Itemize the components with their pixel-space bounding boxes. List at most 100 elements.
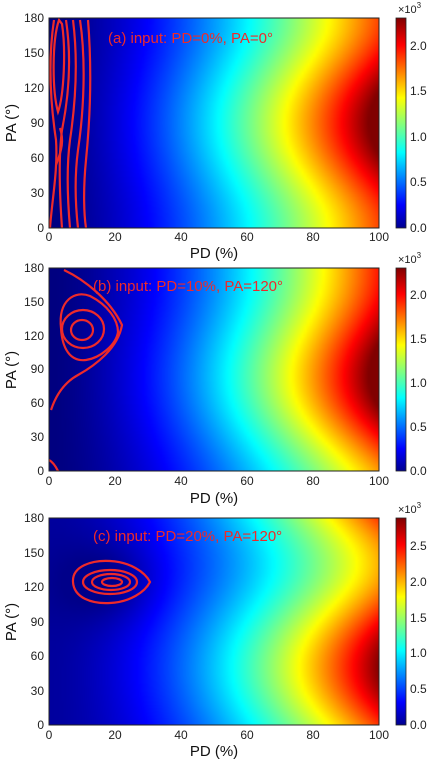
y-tick-b-150: 150 — [24, 295, 44, 309]
heatmap-a — [49, 18, 379, 228]
plot-frame-b — [48, 267, 380, 472]
annotation-c: (c) input: PD=20%, PA=120° — [93, 528, 282, 545]
y-tick-a-90: 90 — [31, 116, 45, 130]
y-tick-b-30: 30 — [31, 430, 45, 444]
colorbar-bar-a — [395, 17, 407, 229]
x-axis-a: 0 20 40 60 80 100 PD (%) — [46, 230, 390, 262]
x-axis-b: 0 20 40 60 80 100 PD (%) — [46, 474, 390, 507]
cb-tick-b-1: 0.5 — [410, 420, 427, 434]
contour-a-7 — [54, 127, 64, 166]
colorbar-bar-c — [395, 517, 407, 726]
cb-tick-b-4: 2.0 — [410, 288, 427, 302]
cb-tick-c-0: 0.0 — [410, 718, 427, 732]
x-tick-c-60: 60 — [240, 728, 254, 742]
cb-tick-b-3: 1.5 — [410, 332, 427, 346]
y-axis-label-b: PA (°) — [3, 351, 20, 389]
heatmap-image-c — [49, 518, 379, 725]
panel-c: (c) input: PD=20%, PA=120° 0 20 40 60 80… — [3, 501, 427, 760]
plot-frame-c — [48, 517, 380, 726]
y-tick-b-90: 90 — [31, 362, 45, 376]
x-tick-b-20: 20 — [108, 474, 122, 488]
y-axis-c: 0 30 60 90 120 150 180 PA (°) — [3, 511, 44, 732]
cb-tick-a-1: 0.5 — [410, 175, 427, 189]
y-axis-a: 0 30 60 90 120 150 180 PA (°) — [3, 11, 44, 235]
colorbar-b: 0.0 0.5 1.0 1.5 2.0 ×103 — [395, 251, 427, 478]
x-axis-label-c: PD (%) — [190, 743, 238, 760]
cb-tick-c-4: 2.0 — [410, 575, 427, 589]
contour-a-3 — [58, 19, 71, 228]
y-tick-c-180: 180 — [24, 511, 44, 525]
y-tick-a-150: 150 — [24, 46, 44, 60]
y-tick-a-120: 120 — [24, 81, 44, 95]
x-tick-b-0: 0 — [46, 474, 53, 488]
x-tick-b-60: 60 — [240, 474, 254, 488]
cb-tick-a-4: 2.0 — [410, 39, 427, 53]
contour-b-5 — [49, 459, 59, 471]
contours-a — [49, 18, 92, 228]
heatmap-image-a — [49, 18, 379, 228]
contour-c-4 — [71, 559, 152, 605]
y-tick-b-60: 60 — [31, 396, 45, 410]
x-tick-c-0: 0 — [46, 728, 53, 742]
y-axis-label-c: PA (°) — [3, 603, 20, 641]
cb-tick-a-2: 1.0 — [410, 130, 427, 144]
x-tick-c-40: 40 — [174, 728, 188, 742]
colorbar-c: 0.0 0.5 1.0 1.5 2.0 2.5 ×103 — [395, 501, 427, 732]
contour-a-5 — [74, 19, 85, 228]
y-tick-b-180: 180 — [24, 261, 44, 275]
y-tick-a-60: 60 — [31, 151, 45, 165]
cb-tick-c-5: 2.5 — [410, 539, 427, 553]
cb-tick-c-1: 0.5 — [410, 682, 427, 696]
y-tick-c-30: 30 — [31, 684, 45, 698]
y-axis-label-a: PA (°) — [3, 104, 20, 142]
x-axis-c: 0 20 40 60 80 100 PD (%) — [46, 728, 390, 760]
panel-b: (b) input: PD=10%, PA=120° 0 20 40 60 80… — [3, 251, 427, 507]
colorbar-bar-b — [395, 267, 407, 472]
x-tick-a-60: 60 — [240, 230, 254, 244]
y-axis-b: 0 30 60 90 120 150 180 PA (°) — [3, 261, 44, 478]
contours-b — [49, 269, 124, 471]
heatmap-c — [49, 518, 379, 725]
x-tick-b-100: 100 — [369, 474, 389, 488]
y-tick-a-30: 30 — [31, 186, 45, 200]
panel-a: (a) input: PD=0%, PA=0° 0 20 40 60 80 10… — [3, 1, 427, 262]
x-axis-label-a: PD (%) — [190, 245, 238, 262]
y-tick-c-90: 90 — [31, 615, 45, 629]
annotation-b: (b) input: PD=10%, PA=120° — [93, 278, 283, 295]
contour-c-2 — [90, 572, 132, 592]
annotation-a: (a) input: PD=0%, PA=0° — [108, 30, 273, 47]
x-tick-a-40: 40 — [174, 230, 188, 244]
cb-tick-c-2: 1.0 — [410, 646, 427, 660]
contour-b-4 — [49, 269, 124, 411]
x-tick-a-20: 20 — [108, 230, 122, 244]
contours-c — [71, 559, 152, 605]
x-axis-label-b: PD (%) — [190, 490, 238, 507]
cb-exponent-a: ×103 — [398, 1, 422, 16]
x-tick-a-0: 0 — [46, 230, 53, 244]
contour-c-3 — [81, 568, 139, 596]
x-tick-b-40: 40 — [174, 474, 188, 488]
x-tick-a-80: 80 — [306, 230, 320, 244]
y-tick-a-0: 0 — [37, 221, 44, 235]
colorbar-a: 0.0 0.5 1.0 1.5 2.0 ×103 — [395, 1, 427, 235]
cb-tick-c-3: 1.5 — [410, 611, 427, 625]
cb-tick-a-3: 1.5 — [410, 84, 427, 98]
x-tick-c-100: 100 — [369, 728, 389, 742]
y-tick-c-150: 150 — [24, 546, 44, 560]
contour-a-2 — [49, 19, 58, 228]
contour-b-1 — [69, 318, 95, 342]
cb-tick-a-0: 0.0 — [410, 221, 427, 235]
cb-tick-b-0: 0.0 — [410, 464, 427, 478]
heatmap-b — [49, 268, 379, 471]
contour-b-3 — [59, 293, 120, 362]
y-tick-c-120: 120 — [24, 580, 44, 594]
y-tick-c-0: 0 — [37, 718, 44, 732]
x-tick-c-80: 80 — [306, 728, 320, 742]
contour-c-1 — [100, 576, 124, 588]
x-tick-b-80: 80 — [306, 474, 320, 488]
x-tick-c-20: 20 — [108, 728, 122, 742]
x-tick-a-100: 100 — [369, 230, 389, 244]
contour-a-1 — [52, 18, 66, 116]
cb-exponent-c: ×103 — [398, 501, 422, 516]
